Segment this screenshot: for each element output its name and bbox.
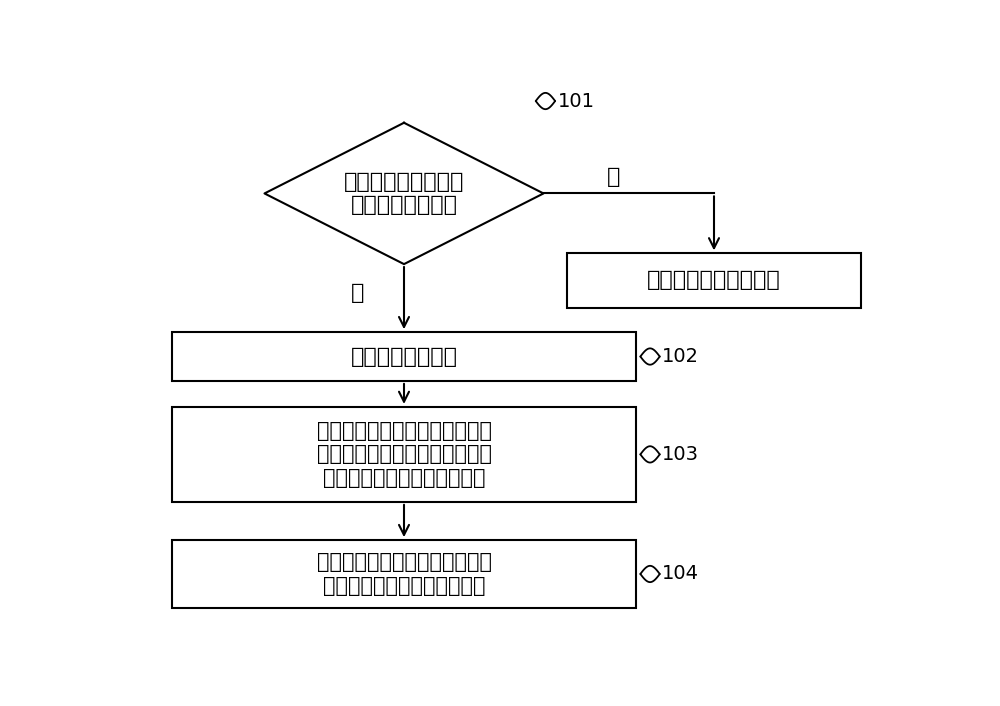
Bar bbox=[567, 253, 861, 308]
Text: 否: 否 bbox=[607, 167, 620, 187]
Text: 是: 是 bbox=[351, 282, 364, 303]
Bar bbox=[172, 407, 636, 502]
Bar bbox=[172, 540, 636, 608]
Text: 获取受干扰符号数: 获取受干扰符号数 bbox=[351, 347, 458, 366]
Text: 监测第一基站是否受
到远距离同频干扰: 监测第一基站是否受 到远距离同频干扰 bbox=[344, 172, 464, 215]
Text: 103: 103 bbox=[662, 445, 699, 464]
Bar bbox=[172, 332, 636, 381]
Text: 101: 101 bbox=[557, 92, 594, 111]
Text: 102: 102 bbox=[662, 347, 699, 366]
Text: 将第二基站的下行信号中与受干
扰符号数相同数目的符号关闭: 将第二基站的下行信号中与受干 扰符号数相同数目的符号关闭 bbox=[316, 552, 492, 596]
Text: 104: 104 bbox=[662, 565, 699, 583]
Text: 不需获取受干扰符号数: 不需获取受干扰符号数 bbox=[647, 270, 781, 290]
Text: 根据第一基站的保护间隔时隙的
符号数、受干扰符号数以及信号
传输速度，计算干扰保护距离: 根据第一基站的保护间隔时隙的 符号数、受干扰符号数以及信号 传输速度，计算干扰保… bbox=[316, 421, 492, 488]
